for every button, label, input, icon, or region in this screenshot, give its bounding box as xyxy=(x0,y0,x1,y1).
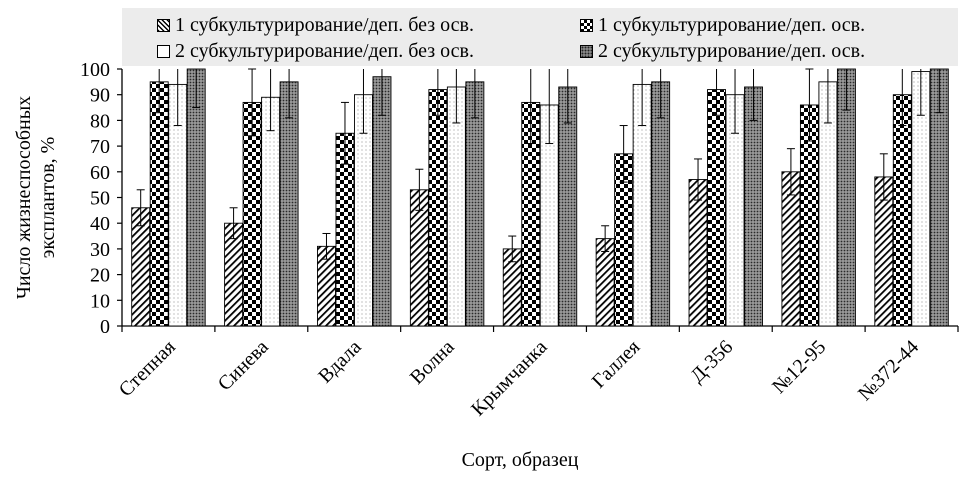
y-tick-label: 20 xyxy=(90,265,110,287)
bars xyxy=(131,68,949,327)
y-axis-label: Число жизнеспособных xyxy=(13,96,35,299)
legend-item-3: 2 субкультурирование/деп. осв. xyxy=(580,41,865,61)
bar xyxy=(261,96,281,327)
y-tick-label: 90 xyxy=(90,85,110,107)
y-tick-label: 100 xyxy=(80,59,110,81)
legend-label-3: 2 субкультурирование/деп. осв. xyxy=(598,40,866,62)
legend-label-2: 2 субкультурирование/деп. без осв. xyxy=(175,40,475,62)
x-tick-label: Д-356 xyxy=(686,336,737,387)
legend-label-1: 1 субкультурирование/деп. осв. xyxy=(598,14,866,36)
x-tick-label: №372-44 xyxy=(854,336,923,405)
bar xyxy=(892,94,912,327)
y-tick-label: 40 xyxy=(90,213,110,235)
legend-swatch-checker xyxy=(580,18,593,32)
x-tick-label: Вдала xyxy=(314,336,366,388)
bar xyxy=(149,81,169,327)
bar xyxy=(465,81,485,327)
x-tick-label: Степная xyxy=(115,336,180,401)
x-tick-label: Волна xyxy=(406,336,459,389)
bar xyxy=(651,81,671,327)
legend-item-0: 1 субкультурирование/деп. без осв. xyxy=(157,15,474,35)
bar xyxy=(428,89,448,327)
y-tick-label: 70 xyxy=(90,136,110,158)
y-tick-label: 0 xyxy=(100,316,110,338)
legend: 1 субкультурирование/деп. без осв. 1 суб… xyxy=(122,8,958,66)
x-axis-label: Сорт, образец xyxy=(462,449,579,471)
x-tick-label: Крымчанка xyxy=(467,336,551,420)
y-tick-label: 80 xyxy=(90,110,110,132)
y-tick-label: 50 xyxy=(90,188,110,210)
x-tick-label: №12-95 xyxy=(768,336,830,398)
y-tick-label: 10 xyxy=(90,290,110,312)
y-tick-label: 60 xyxy=(90,162,110,184)
error-bars xyxy=(136,68,944,263)
legend-item-2: 2 субкультурирование/деп. без осв. xyxy=(157,41,474,61)
bar xyxy=(688,179,708,327)
y-axis-label-line2: эксплантов, % xyxy=(37,137,59,259)
legend-swatch-gray xyxy=(580,44,593,58)
legend-label-0: 1 субкультурирование/деп. без осв. xyxy=(175,14,475,36)
legend-swatch-white xyxy=(157,44,170,58)
legend-swatch-diagonal xyxy=(157,18,170,32)
bar xyxy=(744,86,763,327)
bar xyxy=(707,89,726,327)
bar xyxy=(279,81,299,327)
x-tick-label: Галлея xyxy=(588,336,645,393)
y-tick-label: 30 xyxy=(90,239,110,261)
legend-item-1: 1 субкультурирование/деп. осв. xyxy=(580,15,865,35)
x-tick-label: Синева xyxy=(214,336,273,395)
